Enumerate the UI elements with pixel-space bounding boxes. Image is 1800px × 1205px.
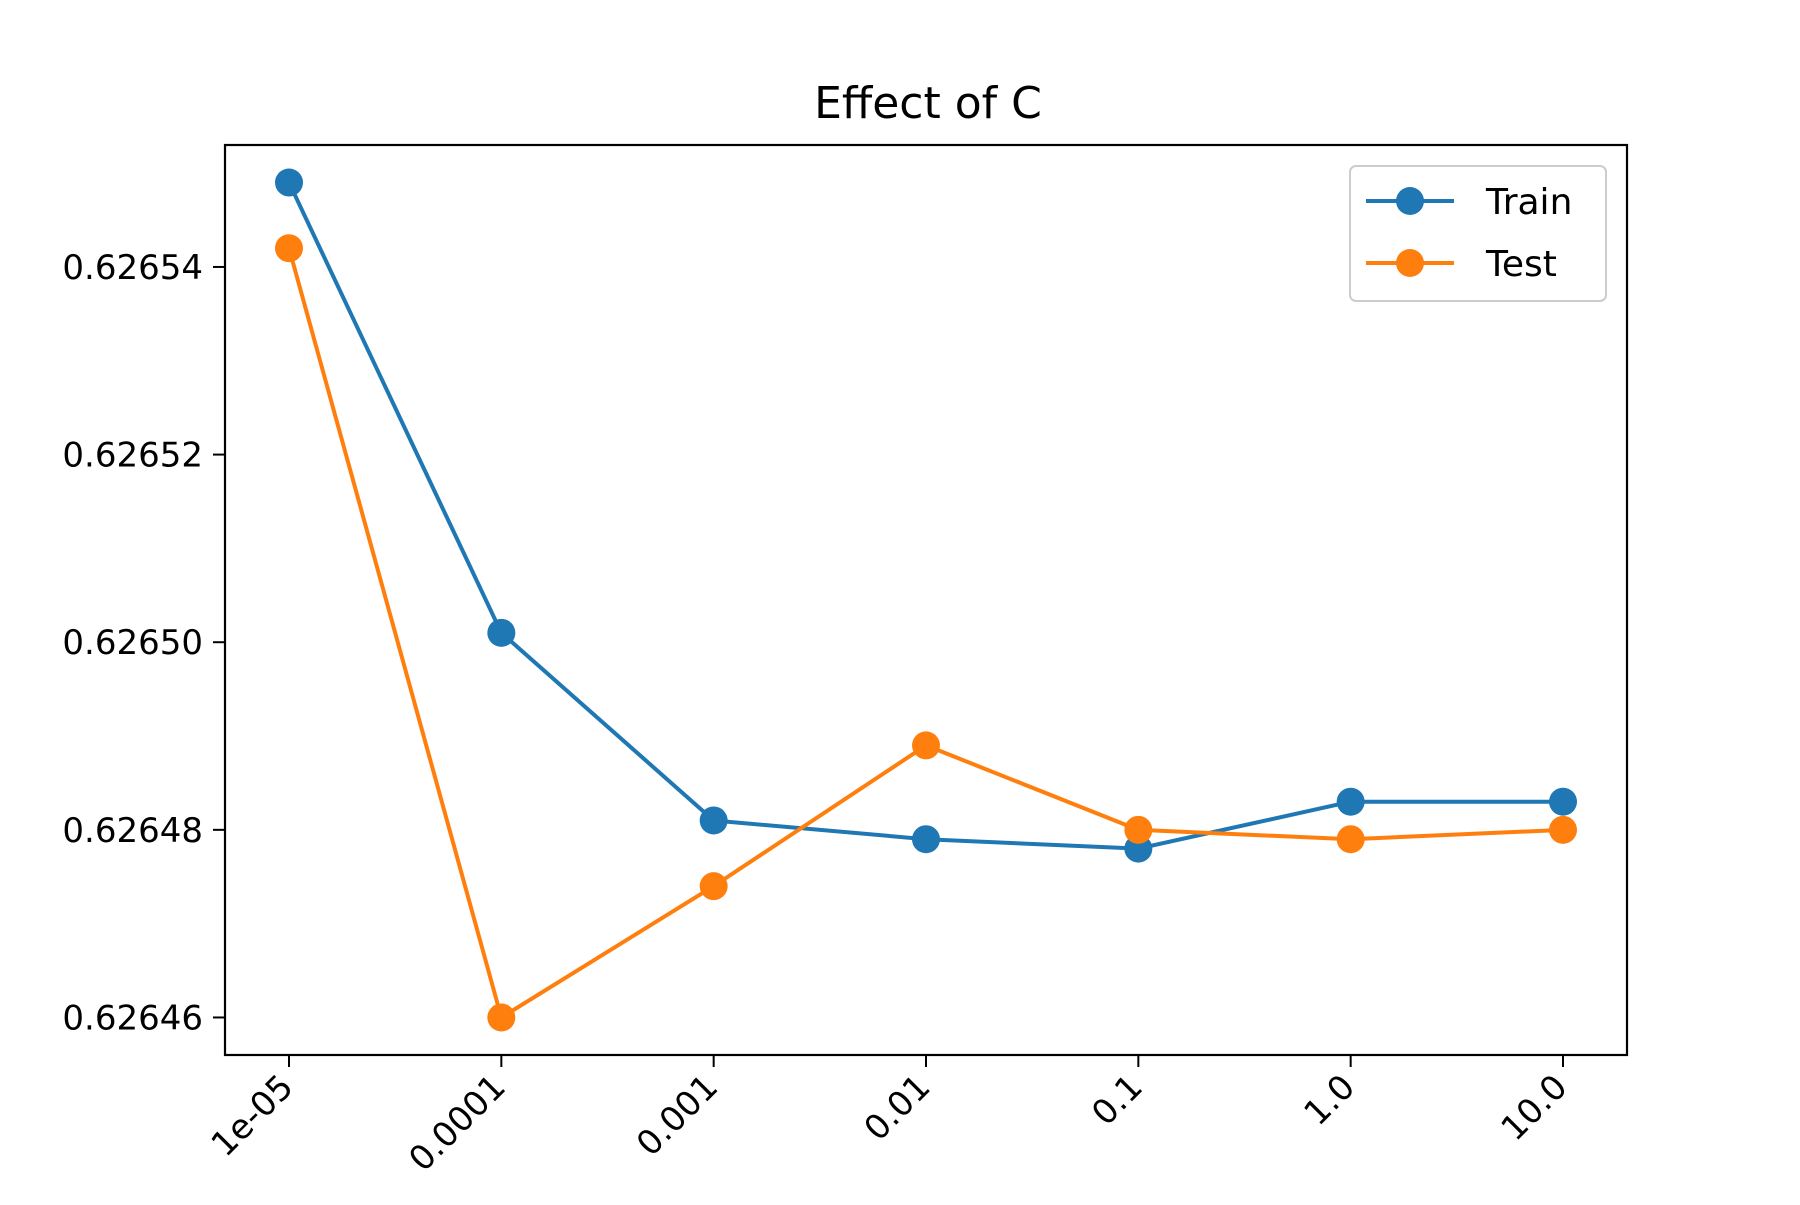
data-point-test [912,731,940,760]
chart-title: Effect of C [814,78,1042,129]
data-point-train [699,806,728,835]
series-layer [275,168,1577,1032]
y-tick-label: 0.62646 [62,998,203,1038]
legend: Train Test [1349,165,1607,302]
data-point-test [699,872,728,901]
data-point-train [487,618,516,647]
data-point-test [1124,815,1153,844]
data-point-train [912,825,940,854]
data-point-test [275,234,303,263]
x-tick-label: 0.0001 [401,1067,513,1179]
y-tick-label: 0.62648 [62,811,203,851]
y-tick-label: 0.62654 [62,248,203,288]
data-point-test [487,1003,516,1032]
legend-swatch-marker [1396,187,1424,215]
data-point-train [275,168,303,197]
data-point-test [1336,825,1365,854]
series-line-test [287,247,1564,1020]
x-tick-label: 1e-05 [204,1067,302,1165]
legend-label: Train [1485,182,1572,223]
data-point-train [1336,787,1365,816]
legend-swatch-marker [1396,249,1424,277]
x-tick-label: 0.01 [857,1067,939,1149]
x-tick-label: 0.001 [629,1067,726,1164]
legend-label: Test [1485,244,1557,285]
data-point-train [1549,787,1577,816]
y-tick-label: 0.62652 [62,436,203,476]
x-tick-label: 0.1 [1084,1067,1151,1134]
y-tick-label: 0.62650 [62,623,203,663]
x-tick-label: 10.0 [1494,1067,1576,1149]
x-tick-label: 1.0 [1297,1067,1364,1134]
data-point-test [1549,815,1577,844]
